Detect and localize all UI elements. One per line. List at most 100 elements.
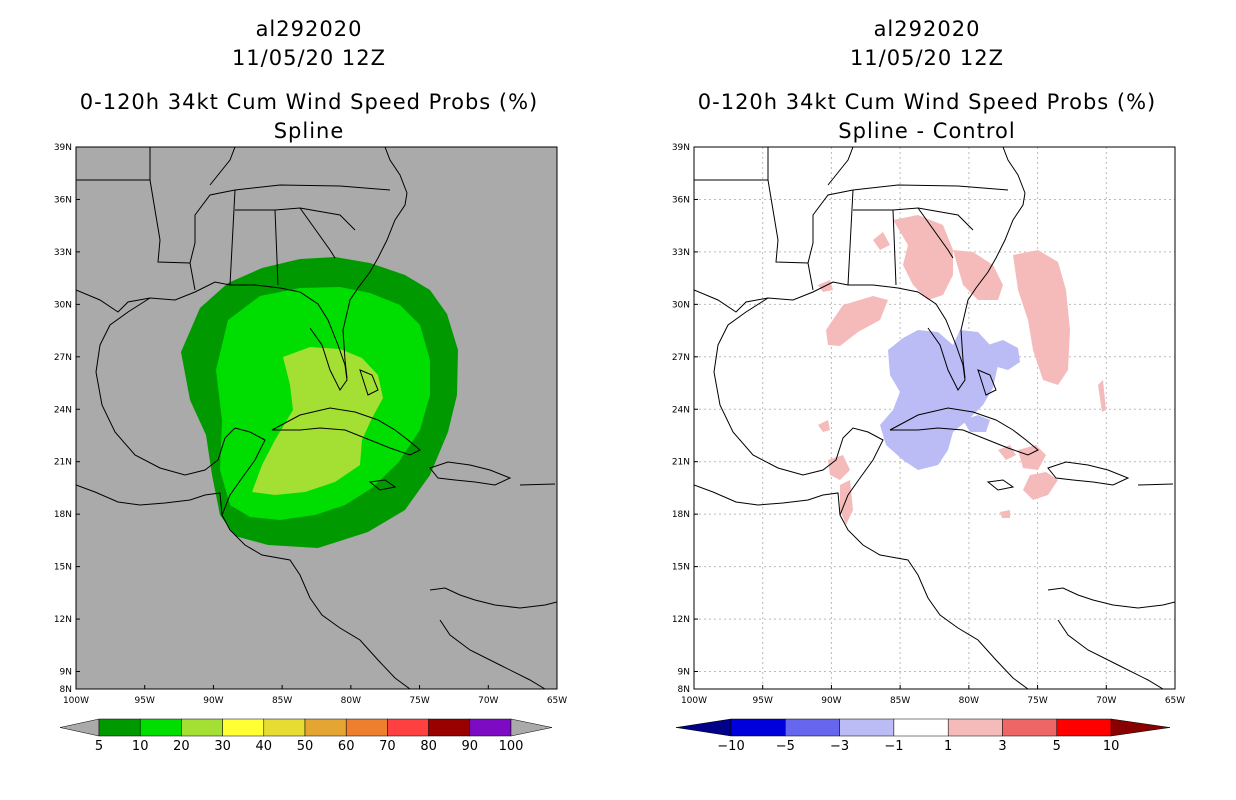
colorbar-swatch [947, 718, 1003, 737]
map-frame [75, 146, 558, 690]
lon-tick-label: 100W [63, 696, 89, 706]
lon-tick-label: 70W [478, 696, 498, 706]
lat-tick-label: 8N [678, 685, 690, 695]
lon-tick-label: 80W [959, 696, 979, 706]
colorbar-label: −10 [717, 739, 744, 754]
lon-tick-label: 70W [1096, 696, 1116, 706]
colorbar-swatch [1002, 718, 1058, 737]
diff-positive-areas [818, 215, 1106, 525]
colorbar-label: 5 [1053, 739, 1061, 754]
colorbar-label: 70 [379, 739, 396, 754]
storm-id: al292020 [255, 17, 363, 41]
lat-tick-label: 12N [672, 615, 690, 625]
grid-lines [694, 147, 1175, 689]
lon-tick-label: 90W [821, 696, 841, 706]
colorbar-swatch [263, 718, 306, 737]
colorbar-label: 3 [998, 739, 1006, 754]
lon-tick-label: 65W [547, 696, 567, 706]
colorbar-swatch [839, 718, 895, 737]
colorbar-swatch [730, 718, 786, 737]
colorbar-high-arrow [1110, 718, 1171, 737]
plot-subtitle: Spline - Control [838, 119, 1016, 143]
lat-tick-label: 18N [672, 510, 690, 520]
lat-tick-label: 36N [672, 195, 690, 205]
colorbar-label: 1 [944, 739, 952, 754]
lat-tick-label: 36N [54, 195, 72, 205]
diff-negative-areas [880, 330, 1020, 470]
colorbar-swatch [98, 718, 141, 737]
colorbar-swatch [387, 718, 429, 737]
colorbar-label: 60 [338, 739, 355, 754]
colorbar-swatch [181, 718, 223, 737]
lon-tick-label: 80W [341, 696, 361, 706]
lat-tick-label: 8N [60, 685, 72, 695]
colorbar-label: −1 [884, 739, 903, 754]
lon-tick-label: 95W [753, 696, 773, 706]
prob-contour-20 [252, 347, 383, 495]
plot-title: 0-120h 34kt Cum Wind Speed Probs (%) [79, 90, 539, 114]
lat-tick-label: 24N [54, 405, 72, 415]
lat-tick-label: 18N [54, 510, 72, 520]
lat-tick-label: 21N [672, 458, 690, 468]
colorbar-label: 90 [462, 739, 479, 754]
colorbar-swatch [139, 718, 182, 737]
lat-tick-label: 27N [54, 353, 72, 363]
lon-tick-label: 75W [409, 696, 429, 706]
lon-tick-label: 100W [681, 696, 707, 706]
lat-tick-label: 39N [672, 143, 690, 153]
lat-tick-label: 15N [672, 563, 690, 573]
colorbar-label: 30 [214, 739, 231, 754]
map-frame [693, 146, 1176, 690]
lat-tick-label: 30N [672, 300, 690, 310]
left-panel: al292020 11/05/20 12Z 0-120h 34kt Cum Wi… [54, 17, 567, 754]
colorbar-label: −5 [776, 739, 795, 754]
colorbar-swatch [428, 718, 471, 737]
colorbar-low-arrow [675, 718, 732, 737]
colorbar-label: −3 [830, 739, 849, 754]
datetime: 11/05/20 12Z [231, 46, 387, 70]
lat-tick-label: 9N [678, 668, 690, 678]
lon-tick-label: 85W [272, 696, 292, 706]
storm-id: al292020 [873, 17, 981, 41]
lat-tick-label: 9N [60, 668, 72, 678]
colorbar-swatch [469, 718, 512, 737]
colorbar-high-arrow [510, 718, 553, 737]
lat-tick-label: 12N [54, 615, 72, 625]
left-map-svg: 39N 36N 33N 30N 27N 24N 21N 18N 15N 12N 9N 8N 100W 9… [54, 143, 567, 754]
lon-tick-label: 75W [1027, 696, 1047, 706]
colorbar-swatch [345, 718, 388, 737]
datetime: 11/05/20 12Z [849, 46, 1005, 70]
colorbar-label: 10 [132, 739, 149, 754]
lat-tick-label: 33N [672, 248, 690, 258]
colorbar-swatch [785, 718, 840, 737]
lat-tick-label: 30N [54, 300, 72, 310]
colorbar-low-arrow [59, 718, 100, 737]
colorbar-label: 20 [173, 739, 190, 754]
lon-tick-label: 65W [1165, 696, 1185, 706]
lat-tick-label: 24N [672, 405, 690, 415]
plot-title: 0-120h 34kt Cum Wind Speed Probs (%) [697, 90, 1157, 114]
lat-tick-label: 21N [54, 458, 72, 468]
coastlines [76, 147, 557, 689]
lon-tick-label: 95W [135, 696, 155, 706]
colorbar-swatch [1056, 718, 1112, 737]
colorbar-swatch [304, 718, 347, 737]
plot-subtitle: Spline [273, 119, 345, 143]
lat-tick-label: 33N [54, 248, 72, 258]
right-panel: al292020 11/05/20 12Z 0-120h 34kt Cum Wi… [618, 0, 1236, 800]
right-map-svg: 39N 36N 33N 30N 27N 24N 21N 18N 15N 12N 9N 8N 100W 9… [672, 143, 1185, 754]
colorbar-label: 40 [256, 739, 273, 754]
lat-tick-label: 15N [54, 563, 72, 573]
lat-tick-label: 27N [672, 353, 690, 363]
colorbar-label: 10 [1103, 739, 1120, 754]
lon-tick-label: 90W [203, 696, 223, 706]
colorbar-swatch [222, 718, 265, 737]
colorbar-label: 50 [297, 739, 314, 754]
lon-tick-label: 85W [890, 696, 910, 706]
colorbar-label: 100 [499, 739, 524, 754]
lat-tick-label: 39N [54, 143, 72, 153]
colorbar-swatch [893, 718, 949, 737]
colorbar-label: 5 [95, 739, 103, 754]
colorbar-label: 80 [420, 739, 437, 754]
coastlines [694, 147, 1175, 689]
